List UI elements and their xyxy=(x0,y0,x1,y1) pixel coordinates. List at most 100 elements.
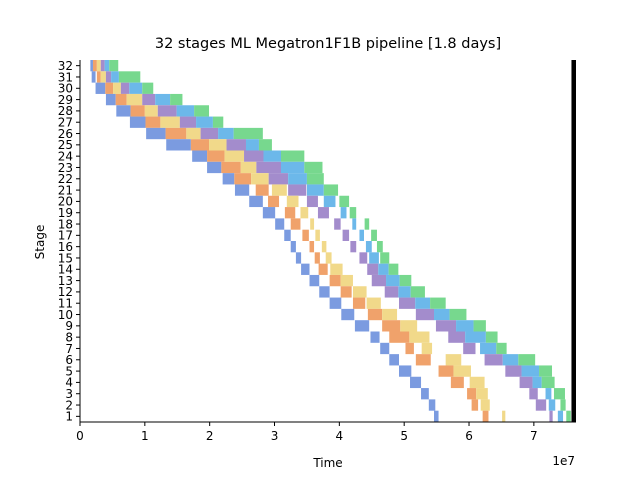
y-tick-label: 31 xyxy=(58,70,73,84)
y-tick-label: 27 xyxy=(58,116,73,130)
task-bar-stage-21-purple xyxy=(288,184,307,196)
task-bar-stage-23-orange xyxy=(221,161,241,174)
task-bar-stage-21-blue xyxy=(234,184,250,196)
task-bar-stage-6-purple xyxy=(484,354,503,366)
task-bar-stage-13-yellow xyxy=(340,274,353,287)
y-tick-label: 26 xyxy=(58,127,73,141)
task-bar-stage-1-purple xyxy=(549,410,553,422)
task-bar-stage-10-orange xyxy=(367,308,383,321)
y-tick-label: 4 xyxy=(65,376,73,390)
task-bar-stage-28-blue xyxy=(116,105,131,117)
task-bar-stage-15-blue xyxy=(295,252,302,264)
task-bar-stage-31-blue xyxy=(91,71,96,83)
task-bar-stage-27-orange xyxy=(145,116,161,128)
task-bar-stage-7-blue xyxy=(380,342,390,355)
task-bar-stage-17-yellow xyxy=(315,229,320,241)
task-bar-stage-15-orange xyxy=(314,252,320,264)
task-bar-stage-6-cyan xyxy=(502,354,519,366)
task-bar-stage-8-purple xyxy=(448,331,466,343)
task-bar-stage-22-purple xyxy=(268,173,289,185)
task-bar-stage-12-cyan xyxy=(398,286,411,298)
y-tick-label: 8 xyxy=(65,330,73,344)
task-bar-stage-18-blue xyxy=(275,218,285,230)
task-bar-stage-5-orange xyxy=(438,365,454,377)
task-bar-stage-13-orange xyxy=(329,274,341,287)
task-bar-stage-4-yellow xyxy=(469,376,485,389)
task-bar-stage-28-green xyxy=(194,105,210,117)
y-tick-label: 21 xyxy=(58,183,73,197)
task-bar-stage-7-purple xyxy=(463,342,476,355)
task-bar-stage-11-orange xyxy=(352,297,366,309)
task-bar-stage-14-yellow xyxy=(330,263,343,275)
x-tick-label: 1 xyxy=(141,429,149,443)
task-bar-stage-5-yellow xyxy=(453,365,471,377)
task-bar-stage-26-cyan xyxy=(218,127,234,140)
task-bar-stage-19-blue xyxy=(262,207,276,219)
task-bar-stage-4-blue xyxy=(410,376,422,389)
task-bar-stage-9-cyan xyxy=(456,320,474,332)
task-bar-stage-24-yellow xyxy=(224,150,245,162)
task-bar-stage-13-cyan xyxy=(386,274,400,287)
task-bar-stage-10-yellow xyxy=(382,308,398,321)
task-bar-stage-28-cyan xyxy=(176,105,195,117)
y-tick-label: 12 xyxy=(58,285,73,299)
task-bar-stage-14-orange xyxy=(318,263,328,275)
end-marker-bar xyxy=(571,60,576,422)
task-bar-stage-30-orange xyxy=(105,82,114,94)
task-bar-stage-31-orange xyxy=(96,71,101,83)
task-bar-stage-24-cyan xyxy=(263,150,281,162)
task-bar-stage-4-orange xyxy=(450,376,464,389)
x-axis-label: Time xyxy=(312,456,342,470)
task-bar-stage-2-purple xyxy=(535,399,547,411)
task-bar-stage-5-blue xyxy=(399,365,412,377)
task-bar-stage-8-orange xyxy=(389,331,410,343)
task-bar-stage-20-green xyxy=(339,195,350,208)
task-bar-stage-14-green xyxy=(388,263,399,275)
y-tick-label: 16 xyxy=(58,240,73,254)
task-bar-stage-15-yellow xyxy=(325,252,332,264)
task-bar-stage-21-yellow xyxy=(271,184,287,196)
task-bar-stage-5-green xyxy=(539,365,553,377)
task-bar-stage-25-cyan xyxy=(245,139,259,151)
task-bar-stage-12-green xyxy=(410,286,425,298)
task-bar-stage-25-green xyxy=(258,139,272,151)
task-bar-stage-23-cyan xyxy=(280,161,305,174)
task-bar-stage-29-cyan xyxy=(155,93,171,106)
y-tick-label: 17 xyxy=(58,229,73,243)
task-bar-stage-17-green xyxy=(371,229,377,241)
task-bar-stage-5-cyan xyxy=(521,365,540,377)
task-bar-stage-15-green xyxy=(380,252,390,264)
y-tick-label: 28 xyxy=(58,104,73,118)
task-bar-stage-24-orange xyxy=(207,150,225,162)
chart-title: 32 stages ML Megatron1F1B pipeline [1.8 … xyxy=(155,36,501,52)
task-bar-stage-2-green xyxy=(560,399,566,411)
task-bar-stage-4-purple xyxy=(519,376,533,389)
task-bar-stage-16-purple xyxy=(350,241,357,253)
task-bar-stage-10-blue xyxy=(341,308,355,321)
y-ticks: 1234567891011121314151617181920212223242… xyxy=(58,59,80,424)
task-bar-stage-1-cyan xyxy=(557,410,564,422)
task-bar-stage-29-blue xyxy=(105,93,116,106)
x-tick-label: 3 xyxy=(271,429,279,443)
task-bar-stage-29-purple xyxy=(142,93,156,106)
task-bar-stage-16-yellow xyxy=(321,241,327,253)
y-tick-label: 24 xyxy=(58,149,73,163)
task-bar-stage-29-green xyxy=(170,93,183,106)
task-bar-stage-7-green xyxy=(496,342,507,355)
task-bar-stage-6-green xyxy=(518,354,536,366)
task-bar-stage-26-green xyxy=(233,127,263,140)
task-bar-stage-3-cyan xyxy=(545,388,552,400)
task-bar-stage-3-yellow xyxy=(476,388,488,400)
x-tick-label: 0 xyxy=(76,429,84,443)
y-tick-label: 13 xyxy=(58,274,73,288)
task-bar-stage-30-purple xyxy=(120,82,130,94)
task-bar-stage-16-orange xyxy=(309,241,315,253)
task-bar-stage-19-yellow xyxy=(300,207,309,219)
task-bar-stage-23-purple xyxy=(256,161,281,174)
task-bar-stage-12-purple xyxy=(384,286,399,298)
task-bar-stage-8-green xyxy=(485,331,498,343)
task-bar-stage-3-green xyxy=(553,388,565,400)
task-bar-stage-1-orange xyxy=(482,410,489,422)
task-bar-stage-30-blue xyxy=(95,82,106,94)
